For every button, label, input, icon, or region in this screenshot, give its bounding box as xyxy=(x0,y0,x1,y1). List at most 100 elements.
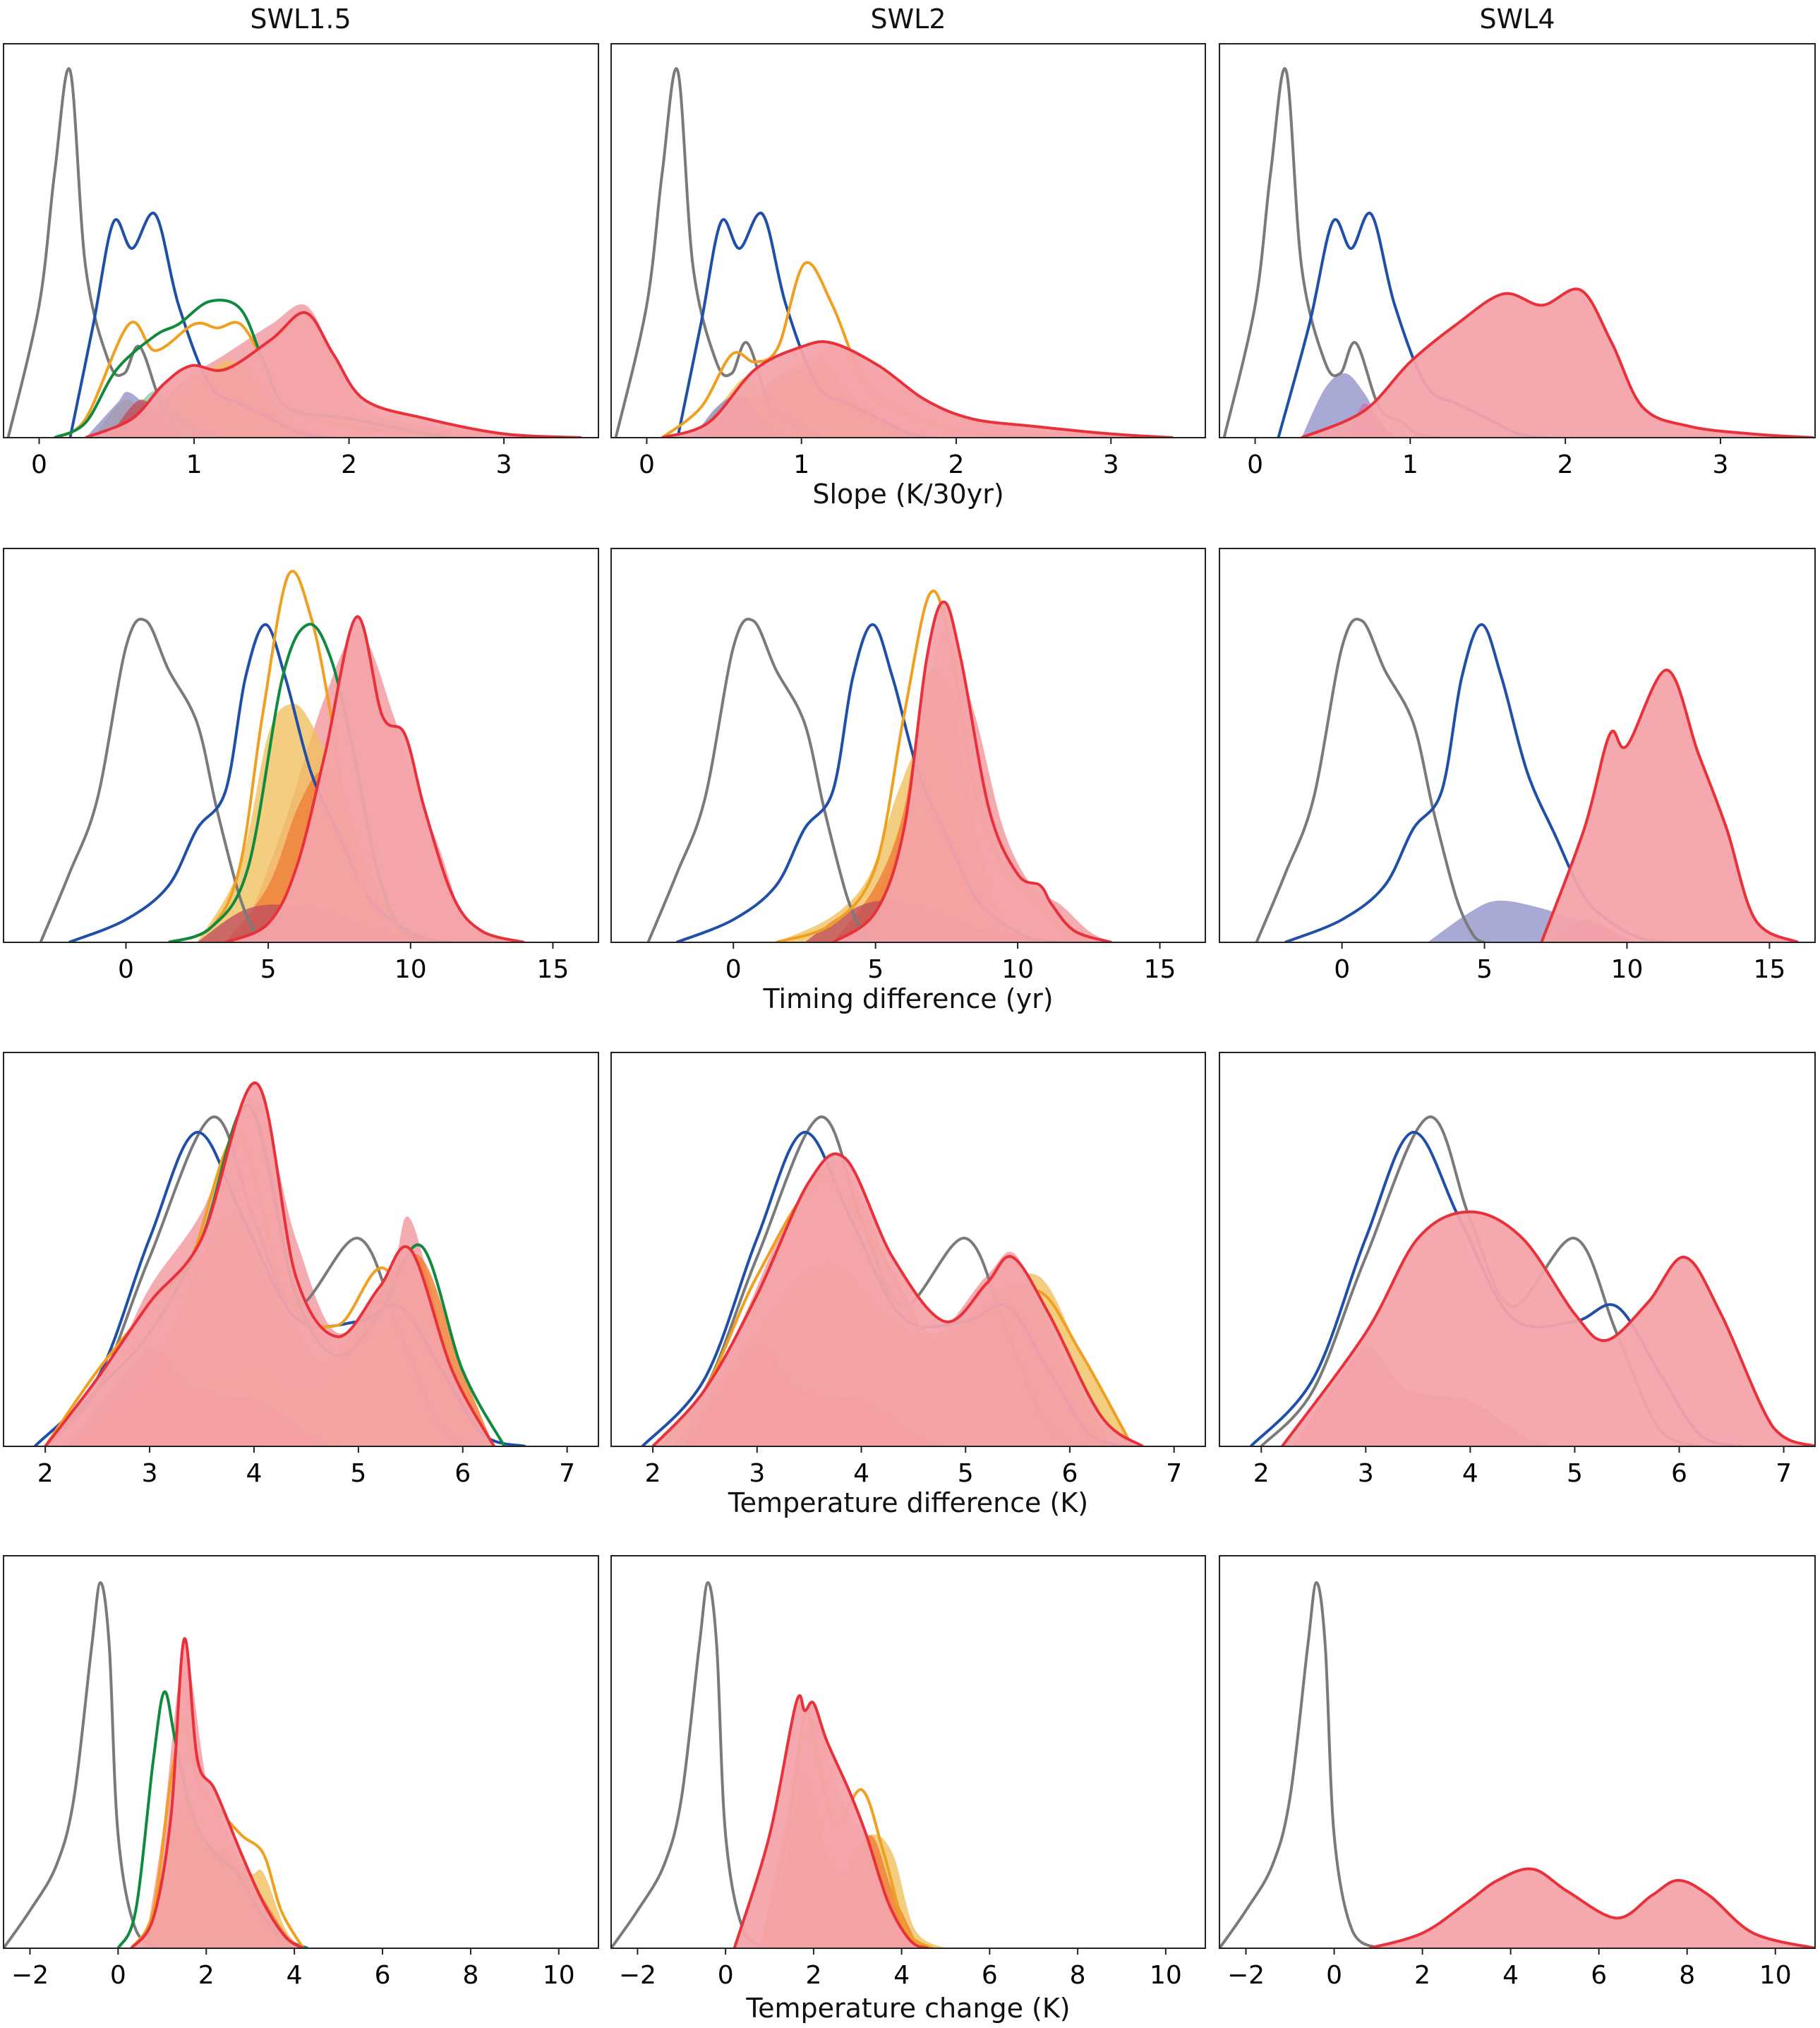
panel-frame xyxy=(610,1052,1206,1447)
x-tick-label: 4 xyxy=(893,1961,910,1990)
series-red-fill-line xyxy=(224,615,525,942)
x-tick-label: 5 xyxy=(260,955,277,984)
x-tick-label: 4 xyxy=(1502,1961,1519,1990)
panels: 0 1 2 3 0 1 2 3 0 1 2 3 0 5 10 15 0 5 10 15 0 5 10 15 2 3 4 5 6 7 2 3 4 5… xyxy=(3,43,1816,1990)
series-red-fill-line xyxy=(44,1081,495,1446)
panel-r2-c1: 2 3 4 5 6 7 xyxy=(610,1052,1206,1488)
panel-r0-c2: 0 1 2 3 xyxy=(1219,43,1816,479)
series-red-fill-area xyxy=(225,616,525,942)
x-tick-label: 3 xyxy=(1712,450,1728,479)
x-tick-label: 4 xyxy=(246,1459,262,1488)
panel-r2-c0: 2 3 4 5 6 7 xyxy=(3,1052,599,1488)
x-tick-label: 5 xyxy=(867,955,884,984)
plot-area xyxy=(1222,67,1814,438)
series-purple-fill-area xyxy=(1301,373,1411,438)
x-tick-label: 0 xyxy=(31,450,47,479)
x-tick-label: 6 xyxy=(454,1459,471,1488)
x-axis-label-slope: Slope (K/30yr) xyxy=(812,479,1004,510)
series-red-fill-line xyxy=(661,340,1174,438)
plot-area xyxy=(641,1115,1144,1446)
x-tick-label: 6 xyxy=(1671,1459,1687,1488)
series-red-fill-area xyxy=(131,1638,303,1948)
x-tick-label: 0 xyxy=(1334,955,1350,984)
series-red-fill-line xyxy=(651,1152,1144,1446)
series-gray-line-line xyxy=(39,618,270,942)
x-tick-label: 6 xyxy=(1591,1961,1607,1990)
series-gray-line-line xyxy=(1219,1581,1380,1948)
x-tick-label: 8 xyxy=(462,1961,478,1990)
x-tick-label: 3 xyxy=(1103,450,1119,479)
x-tick-label: 10 xyxy=(1611,955,1644,984)
panel-r3-c1: −2 0 2 4 6 8 10 xyxy=(610,1555,1206,1990)
x-tick-label: 0 xyxy=(1326,1961,1342,1990)
x-tick-label: 10 xyxy=(1150,1961,1182,1990)
x-tick-label: 2 xyxy=(1414,1961,1430,1990)
x-tick-label: 15 xyxy=(1753,955,1785,984)
x-tick-label: 0 xyxy=(725,955,742,984)
series-red-fill-area xyxy=(45,1083,495,1446)
series-red-fill-area xyxy=(1301,289,1814,438)
plot-area xyxy=(614,67,1174,438)
panel-r3-c2: −2 0 2 4 6 8 10 xyxy=(1219,1555,1816,1990)
series-red-fill-line xyxy=(1301,287,1814,438)
series-red-fill-area xyxy=(734,1696,929,1948)
plot-area xyxy=(646,589,1112,942)
panel-frame xyxy=(610,548,1206,943)
panel-frame xyxy=(610,1555,1206,1949)
x-tick-label: 2 xyxy=(341,450,357,479)
panel-r0-c1: 0 1 2 3 xyxy=(610,43,1206,479)
series-red-fill-area xyxy=(85,312,581,438)
series-red-fill-area xyxy=(662,341,1173,438)
column-title-swl2: SWL2 xyxy=(870,4,946,35)
panel-frame xyxy=(3,548,599,943)
x-tick-label: 1 xyxy=(793,450,809,479)
x-tick-label: 4 xyxy=(853,1459,869,1488)
series-red-fill-area xyxy=(1282,1211,1815,1446)
panel-frame xyxy=(1219,548,1816,943)
series-red-fill-line xyxy=(1369,1867,1815,1948)
x-tick-label: 5 xyxy=(1476,955,1493,984)
plot-area xyxy=(6,67,581,438)
x-axis-label-temp-change: Temperature change (K) xyxy=(745,1993,1070,2024)
x-tick-label: 6 xyxy=(375,1961,391,1990)
plot-area xyxy=(33,1081,526,1446)
x-tick-label: 7 xyxy=(1166,1459,1182,1488)
x-tick-label: 10 xyxy=(1759,1961,1792,1990)
panel-frame xyxy=(1219,43,1816,438)
x-tick-label: 4 xyxy=(1462,1459,1478,1488)
panel-r1-c2: 0 5 10 15 xyxy=(1219,548,1816,984)
x-tick-label: 3 xyxy=(1358,1459,1374,1488)
x-tick-label: 15 xyxy=(1144,955,1176,984)
panel-r0-c0: 0 1 2 3 xyxy=(3,43,599,479)
plot-area xyxy=(4,1581,308,1948)
series-red-fill-line xyxy=(832,600,1112,942)
series-red-fill-area xyxy=(653,1153,1143,1446)
series-red-fill-line xyxy=(130,1637,304,1948)
row-labels: Slope (K/30yr) Timing difference (yr) Te… xyxy=(728,479,1088,2024)
x-tick-label: 6 xyxy=(982,1961,998,1990)
x-tick-label: 8 xyxy=(1070,1961,1086,1990)
x-tick-label: 7 xyxy=(559,1459,575,1488)
column-titles: SWL1.5 SWL2 SWL4 xyxy=(250,4,1555,35)
x-tick-label: 10 xyxy=(543,1961,575,1990)
series-gray-line-line xyxy=(611,1581,771,1948)
x-tick-label: 2 xyxy=(805,1961,821,1990)
x-tick-label: 2 xyxy=(645,1459,661,1488)
series-red-fill-area xyxy=(833,601,1112,942)
x-axis-label-timing: Timing difference (yr) xyxy=(762,983,1053,1014)
x-tick-label: 1 xyxy=(186,450,203,479)
x-tick-label: 2 xyxy=(37,1459,54,1488)
panel-r1-c0: 0 5 10 15 xyxy=(3,548,599,984)
series-red-fill-line xyxy=(1540,668,1799,942)
x-tick-label: 0 xyxy=(118,955,134,984)
x-tick-label: −2 xyxy=(619,1961,656,1990)
x-tick-label: 7 xyxy=(1776,1459,1792,1488)
series-red-fill-line xyxy=(85,311,581,438)
plot-area xyxy=(39,570,525,942)
panel-frame xyxy=(1219,1052,1816,1447)
x-tick-label: 2 xyxy=(1557,450,1574,479)
x-tick-label: 10 xyxy=(1001,955,1034,984)
x-tick-label: 0 xyxy=(1247,450,1263,479)
x-tick-label: 5 xyxy=(1567,1459,1583,1488)
